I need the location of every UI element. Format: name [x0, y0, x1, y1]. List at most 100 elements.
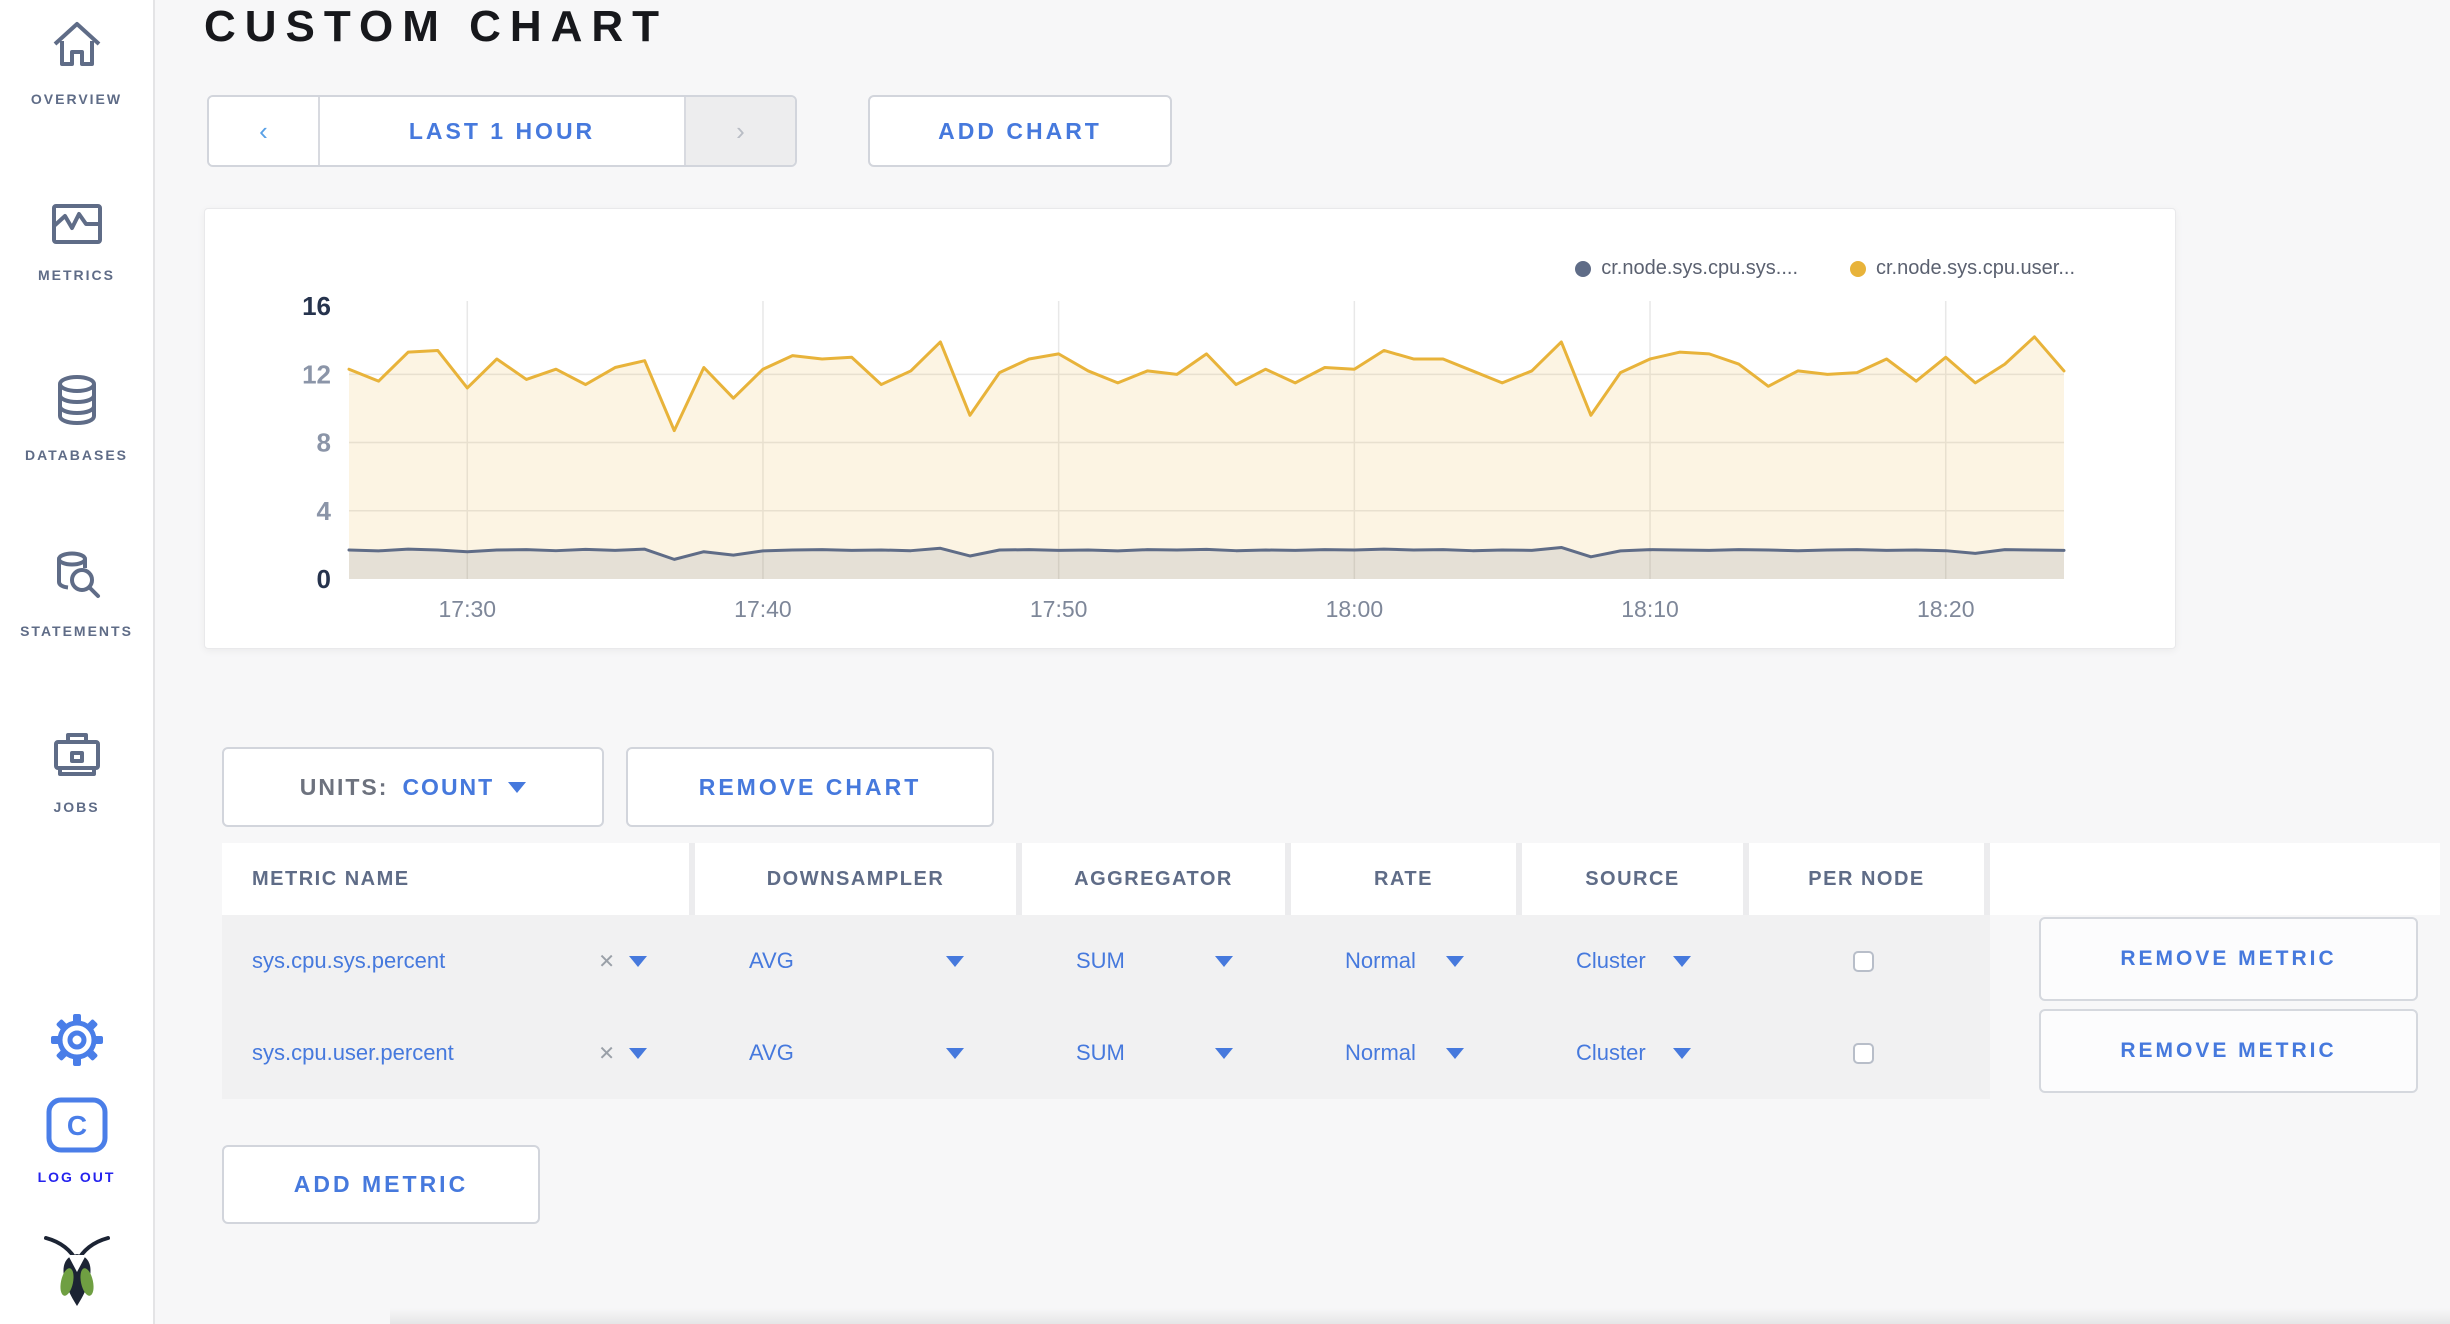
table-row: sys.cpu.sys.percent ✕ AVG SUM Normal Clu…	[222, 915, 1990, 1007]
metrics-icon	[49, 196, 105, 257]
source-value: Cluster	[1576, 948, 1646, 973]
logout-label: LOG OUT	[37, 1169, 116, 1185]
aggregator-value: SUM	[1076, 1040, 1125, 1065]
caret-down-icon	[946, 955, 964, 967]
page-title: CUSTOM CHART	[204, 2, 669, 51]
caret-down-icon	[1215, 955, 1233, 967]
sidebar-item-metrics[interactable]: METRICS	[0, 196, 153, 283]
metric-name-value: sys.cpu.sys.percent	[252, 948, 446, 973]
col-header-metric-name: METRIC NAME	[222, 843, 695, 915]
add-chart-button[interactable]: ADD CHART	[868, 95, 1172, 167]
time-range-selector: ‹ LAST 1 HOUR ›	[207, 95, 797, 167]
legend-label: cr.node.sys.cpu.user...	[1876, 257, 2075, 279]
clear-x-icon[interactable]: ✕	[598, 1042, 615, 1065]
chevron-left-icon: ‹	[259, 115, 268, 146]
downsampler-value: AVG	[749, 948, 794, 973]
statements-icon	[49, 548, 105, 613]
downsampler-value: AVG	[749, 1040, 794, 1065]
aggregator-value: SUM	[1076, 948, 1125, 973]
source-dropdown[interactable]: Cluster	[1516, 1040, 1743, 1066]
chart-svg: 17:30 17:40 17:50 18:00 18:10 18:20 0 4 8 12 16	[302, 295, 2066, 622]
svg-text:C: C	[66, 1110, 86, 1141]
row-actions-column: REMOVE METRIC REMOVE METRIC	[2039, 917, 2418, 1093]
source-value: Cluster	[1576, 1040, 1646, 1065]
add-metric-button[interactable]: ADD METRIC	[222, 1145, 540, 1224]
sidebar-item-overview[interactable]: OVERVIEW	[0, 16, 153, 107]
sidebar-item-label: OVERVIEW	[30, 91, 123, 107]
logout-button[interactable]: C LOG OUT	[0, 1096, 153, 1185]
per-node-checkbox[interactable]	[1853, 1042, 1874, 1064]
per-node-cell	[1743, 950, 1984, 972]
legend-item-user[interactable]: cr.node.sys.cpu.user...	[1850, 257, 2075, 280]
legend-dot-sys-icon	[1575, 260, 1592, 277]
table-row: sys.cpu.user.percent ✕ AVG SUM Normal Cl…	[222, 1007, 1990, 1099]
source-dropdown[interactable]: Cluster	[1516, 948, 1743, 974]
rate-dropdown[interactable]: Normal	[1285, 948, 1516, 974]
units-value: COUNT	[402, 773, 495, 800]
metrics-table-body: sys.cpu.sys.percent ✕ AVG SUM Normal Clu…	[222, 915, 1990, 1099]
svg-text:18:10: 18:10	[1621, 596, 1679, 622]
caret-down-icon	[1673, 955, 1691, 967]
content-bottom-shadow	[390, 1308, 2450, 1324]
units-label: UNITS:	[299, 773, 389, 800]
aggregator-dropdown[interactable]: SUM	[1016, 948, 1285, 974]
caret-down-icon	[629, 1047, 647, 1059]
sidebar-item-label: METRICS	[38, 267, 115, 283]
per-node-checkbox[interactable]	[1853, 950, 1874, 972]
col-header-source: SOURCE	[1522, 843, 1749, 915]
metrics-table-header: METRIC NAME DOWNSAMPLER AGGREGATOR RATE …	[222, 843, 2440, 915]
remove-metric-button[interactable]: REMOVE METRIC	[2039, 1009, 2418, 1093]
downsampler-dropdown[interactable]: AVG	[689, 948, 1016, 974]
caret-down-icon	[629, 955, 647, 967]
caret-down-icon	[508, 781, 527, 793]
caret-down-icon	[1446, 955, 1464, 967]
sidebar-item-jobs[interactable]: JOBS	[0, 724, 153, 815]
downsampler-dropdown[interactable]: AVG	[689, 1040, 1016, 1066]
chart-legend: cr.node.sys.cpu.sys.... cr.node.sys.cpu.…	[1575, 257, 2075, 280]
svg-text:4: 4	[317, 496, 332, 526]
sidebar-item-statements[interactable]: STATEMENTS	[0, 548, 153, 639]
legend-dot-user-icon	[1850, 260, 1866, 277]
metric-name-dropdown[interactable]: sys.cpu.user.percent ✕	[222, 1040, 689, 1066]
aggregator-dropdown[interactable]: SUM	[1016, 1040, 1285, 1066]
time-range-group: ‹ LAST 1 HOUR ›	[207, 95, 797, 167]
col-header-aggregator: AGGREGATOR	[1022, 843, 1291, 915]
metric-name-value: sys.cpu.user.percent	[252, 1040, 454, 1065]
sidebar-item-databases[interactable]: DATABASES	[0, 372, 153, 463]
legend-item-sys[interactable]: cr.node.sys.cpu.sys....	[1575, 257, 1798, 280]
metric-clear-control[interactable]: ✕	[598, 1041, 647, 1066]
svg-text:18:20: 18:20	[1917, 596, 1975, 622]
cockroach-c-icon: C	[45, 1096, 109, 1159]
briefcase-icon	[49, 724, 105, 789]
time-range-next-button[interactable]: ›	[684, 97, 795, 165]
caret-down-icon	[1215, 1047, 1233, 1059]
time-range-label[interactable]: LAST 1 HOUR	[408, 117, 596, 144]
svg-text:17:40: 17:40	[734, 596, 792, 622]
rate-dropdown[interactable]: Normal	[1285, 1040, 1516, 1066]
settings-button[interactable]	[0, 1012, 153, 1073]
sidebar-item-label: STATEMENTS	[20, 623, 133, 639]
gear-icon	[49, 1012, 105, 1073]
rate-value: Normal	[1345, 948, 1416, 973]
metric-name-dropdown[interactable]: sys.cpu.sys.percent ✕	[222, 948, 689, 974]
time-range-prev-button[interactable]: ‹	[209, 97, 320, 165]
svg-text:16: 16	[302, 295, 331, 321]
caret-down-icon	[1673, 1047, 1691, 1059]
col-header-rate: RATE	[1291, 843, 1522, 915]
sidebar: OVERVIEW METRICS DATABASES	[0, 0, 155, 1324]
col-header-per-node: PER NODE	[1749, 843, 1990, 915]
chart-card: cr.node.sys.cpu.sys.... cr.node.sys.cpu.…	[204, 208, 2176, 649]
legend-label: cr.node.sys.cpu.sys....	[1601, 257, 1798, 279]
clear-x-icon[interactable]: ✕	[598, 950, 615, 973]
svg-text:8: 8	[317, 428, 331, 458]
remove-chart-button[interactable]: REMOVE CHART	[626, 747, 994, 827]
remove-metric-button[interactable]: REMOVE METRIC	[2039, 917, 2418, 1001]
rate-value: Normal	[1345, 1040, 1416, 1065]
per-node-cell	[1743, 1042, 1984, 1064]
chevron-right-icon: ›	[736, 115, 745, 146]
col-header-downsampler: DOWNSAMPLER	[695, 843, 1022, 915]
metric-clear-control[interactable]: ✕	[598, 949, 647, 974]
units-dropdown[interactable]: UNITS: COUNT	[222, 747, 604, 827]
svg-text:12: 12	[302, 359, 331, 389]
